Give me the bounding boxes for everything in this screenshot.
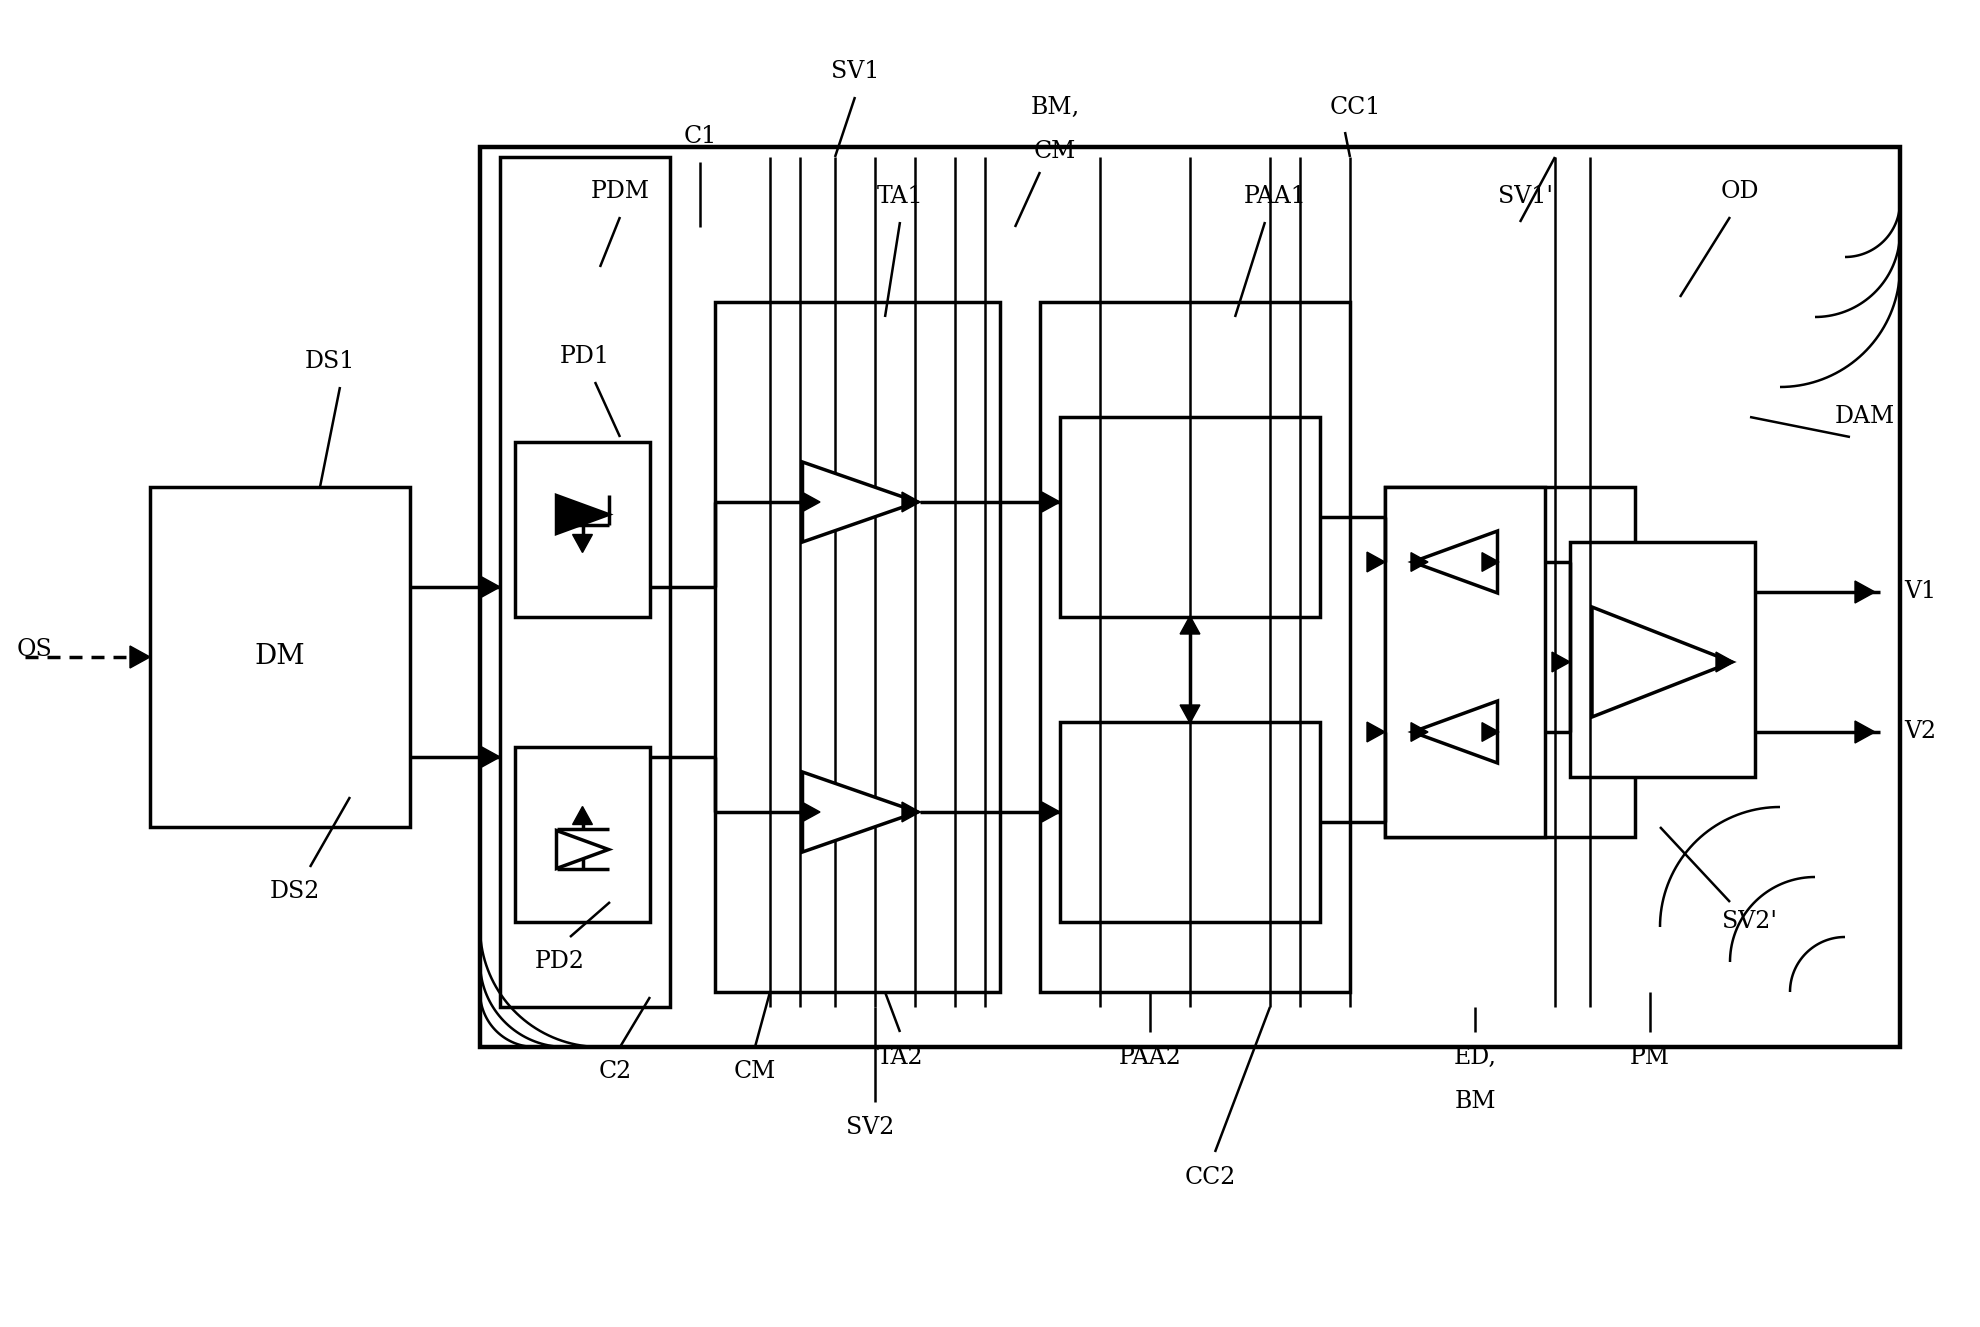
- Polygon shape: [1412, 531, 1497, 593]
- Text: OS: OS: [18, 638, 53, 661]
- Polygon shape: [901, 802, 919, 821]
- Text: C2: C2: [598, 1060, 632, 1084]
- Text: CC2: CC2: [1184, 1165, 1236, 1189]
- Bar: [150, 487, 410, 827]
- Polygon shape: [1410, 552, 1428, 572]
- Polygon shape: [1550, 652, 1570, 671]
- Bar: [1040, 303, 1348, 993]
- Text: DS2: DS2: [269, 881, 321, 904]
- Text: PAA1: PAA1: [1243, 186, 1305, 208]
- Bar: [499, 157, 669, 1007]
- Polygon shape: [479, 746, 499, 768]
- Text: CC1: CC1: [1329, 96, 1380, 118]
- Polygon shape: [1853, 721, 1873, 743]
- Text: V1: V1: [1903, 580, 1934, 604]
- Text: TA2: TA2: [877, 1046, 923, 1068]
- Text: SV1': SV1': [1497, 186, 1552, 208]
- Polygon shape: [1180, 705, 1200, 723]
- Bar: [515, 442, 649, 617]
- Bar: [515, 747, 649, 922]
- Bar: [479, 147, 1899, 1047]
- Polygon shape: [479, 576, 499, 598]
- Text: BM,: BM,: [1030, 96, 1079, 118]
- Polygon shape: [1715, 652, 1732, 671]
- Polygon shape: [901, 492, 919, 512]
- Polygon shape: [1366, 722, 1384, 742]
- Polygon shape: [802, 772, 917, 852]
- Polygon shape: [1481, 552, 1499, 572]
- Text: PDM: PDM: [590, 180, 649, 203]
- Text: DS1: DS1: [305, 350, 354, 373]
- Polygon shape: [1481, 723, 1499, 742]
- Polygon shape: [802, 802, 820, 821]
- Polygon shape: [1410, 723, 1428, 742]
- Text: C1: C1: [683, 126, 717, 149]
- Text: SV2: SV2: [845, 1116, 893, 1139]
- Bar: [1059, 722, 1319, 922]
- Text: TA1: TA1: [877, 186, 923, 208]
- Text: BM: BM: [1453, 1091, 1495, 1113]
- Bar: [1384, 487, 1544, 837]
- Text: ED,: ED,: [1453, 1046, 1495, 1068]
- Polygon shape: [1592, 606, 1731, 717]
- Polygon shape: [572, 535, 592, 552]
- Text: DAM: DAM: [1833, 406, 1895, 429]
- Text: V2: V2: [1903, 721, 1934, 743]
- Text: PD1: PD1: [560, 345, 610, 369]
- Bar: [1570, 541, 1754, 778]
- Text: OD: OD: [1721, 180, 1758, 203]
- Polygon shape: [1412, 701, 1497, 763]
- Polygon shape: [556, 831, 608, 868]
- Bar: [715, 303, 1000, 993]
- Text: PAA2: PAA2: [1119, 1046, 1180, 1068]
- Polygon shape: [1180, 616, 1200, 634]
- Text: DM: DM: [255, 644, 305, 670]
- Text: SV2': SV2': [1723, 910, 1776, 933]
- Bar: [1059, 417, 1319, 617]
- Text: CM: CM: [733, 1060, 776, 1084]
- Polygon shape: [1366, 552, 1384, 572]
- Text: SV1: SV1: [830, 61, 879, 84]
- Polygon shape: [1041, 492, 1059, 512]
- Polygon shape: [802, 462, 917, 541]
- Bar: [1384, 487, 1634, 837]
- Polygon shape: [131, 646, 150, 667]
- Polygon shape: [1853, 581, 1873, 602]
- Text: CM: CM: [1034, 141, 1075, 163]
- Polygon shape: [556, 495, 608, 533]
- Polygon shape: [1041, 802, 1059, 821]
- Polygon shape: [572, 807, 592, 824]
- Text: PD2: PD2: [535, 950, 584, 974]
- Text: PM: PM: [1630, 1046, 1669, 1068]
- Polygon shape: [802, 492, 820, 512]
